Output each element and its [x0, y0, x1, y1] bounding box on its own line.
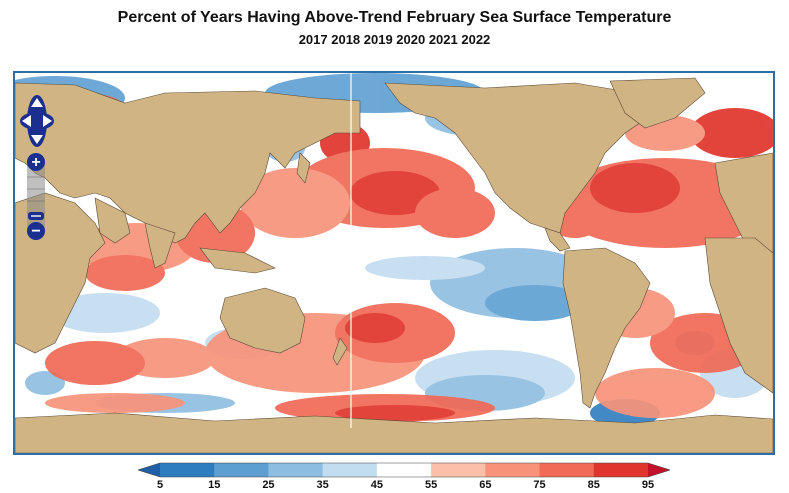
- map-canvas[interactable]: [15, 73, 773, 453]
- legend-tick-label: 45: [370, 479, 383, 491]
- arrow-right-icon[interactable]: [43, 115, 52, 127]
- legend-tick-label: 85: [587, 479, 600, 491]
- legend-tick-label: 75: [533, 479, 546, 491]
- arrow-up-icon[interactable]: [31, 98, 43, 107]
- legend-swatch: [268, 463, 324, 477]
- indonesia: [199, 247, 276, 274]
- legend-swatch: [539, 463, 595, 477]
- zoom-out-button[interactable]: [27, 222, 45, 240]
- south-america: [562, 247, 651, 409]
- new-zealand: [332, 337, 348, 366]
- arabia: [94, 197, 131, 244]
- arrow-down-icon[interactable]: [31, 135, 43, 144]
- australia: [219, 287, 306, 354]
- pan-control[interactable]: [19, 93, 59, 149]
- greenland: [609, 77, 706, 129]
- map-view[interactable]: + −: [13, 71, 775, 455]
- legend-swatch: [431, 463, 486, 477]
- zoom-control[interactable]: + −: [24, 151, 50, 243]
- land-masses: [15, 77, 773, 453]
- zoom-in-button[interactable]: [27, 153, 45, 171]
- legend-swatch: [322, 463, 378, 477]
- zoom-out-icon: −: [31, 223, 40, 240]
- antarctica: [15, 412, 773, 453]
- legend-colorbar: [137, 462, 671, 478]
- japan: [296, 152, 311, 184]
- legend-swatch: [485, 463, 541, 477]
- legend-tick-label: 15: [208, 479, 221, 491]
- legend-min-arrow: [138, 463, 160, 477]
- legend-swatch: [593, 463, 649, 477]
- africa-east: [704, 237, 773, 394]
- legend-tick-label: 35: [316, 479, 329, 491]
- eurasia: [15, 82, 361, 244]
- legend-swatch: [214, 463, 269, 477]
- zoom-in-icon: +: [31, 154, 40, 171]
- legend-tick-label: 5: [156, 479, 164, 491]
- legend-tick-label: 95: [641, 479, 655, 491]
- map-title: Percent of Years Having Above-Trend Febr…: [117, 9, 672, 26]
- legend-tick-label: 25: [262, 479, 275, 491]
- color-legend: 5 15 25 35 45 55 65 75 85 95: [137, 462, 671, 492]
- legend-tick-label: 55: [424, 479, 438, 491]
- legend-swatch: [160, 463, 215, 477]
- india: [144, 222, 176, 269]
- legend-tick-label: 65: [479, 479, 492, 491]
- arrow-left-icon[interactable]: [22, 115, 31, 127]
- map-subtitle: 2017 2018 2019 2020 2021 2022: [298, 32, 491, 47]
- legend-max-arrow: [648, 463, 670, 477]
- central-america: [544, 227, 571, 252]
- legend-swatch: [376, 463, 432, 477]
